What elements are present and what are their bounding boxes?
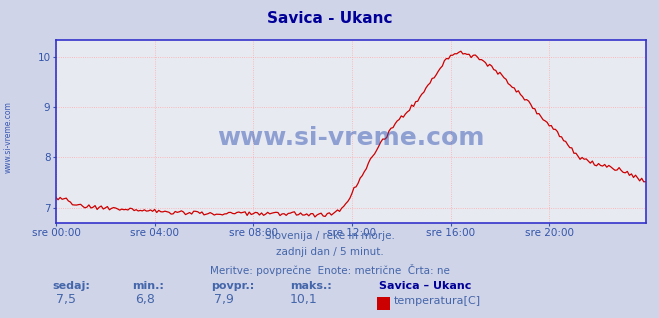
Text: www.si-vreme.com: www.si-vreme.com <box>3 101 13 173</box>
Text: maks.:: maks.: <box>290 281 331 291</box>
Text: 10,1: 10,1 <box>289 293 317 306</box>
Text: Savica - Ukanc: Savica - Ukanc <box>267 11 392 26</box>
Text: 7,9: 7,9 <box>214 293 234 306</box>
Text: min.:: min.: <box>132 281 163 291</box>
Text: sedaj:: sedaj: <box>53 281 90 291</box>
Text: Slovenija / reke in morje.: Slovenija / reke in morje. <box>264 231 395 240</box>
Text: povpr.:: povpr.: <box>211 281 254 291</box>
Text: Meritve: povprečne  Enote: metrične  Črta: ne: Meritve: povprečne Enote: metrične Črta:… <box>210 264 449 276</box>
Text: 6,8: 6,8 <box>135 293 155 306</box>
Text: temperatura[C]: temperatura[C] <box>394 296 481 306</box>
Text: zadnji dan / 5 minut.: zadnji dan / 5 minut. <box>275 247 384 257</box>
Text: 7,5: 7,5 <box>56 293 76 306</box>
Text: www.si-vreme.com: www.si-vreme.com <box>217 127 484 150</box>
Text: Savica – Ukanc: Savica – Ukanc <box>379 281 471 291</box>
